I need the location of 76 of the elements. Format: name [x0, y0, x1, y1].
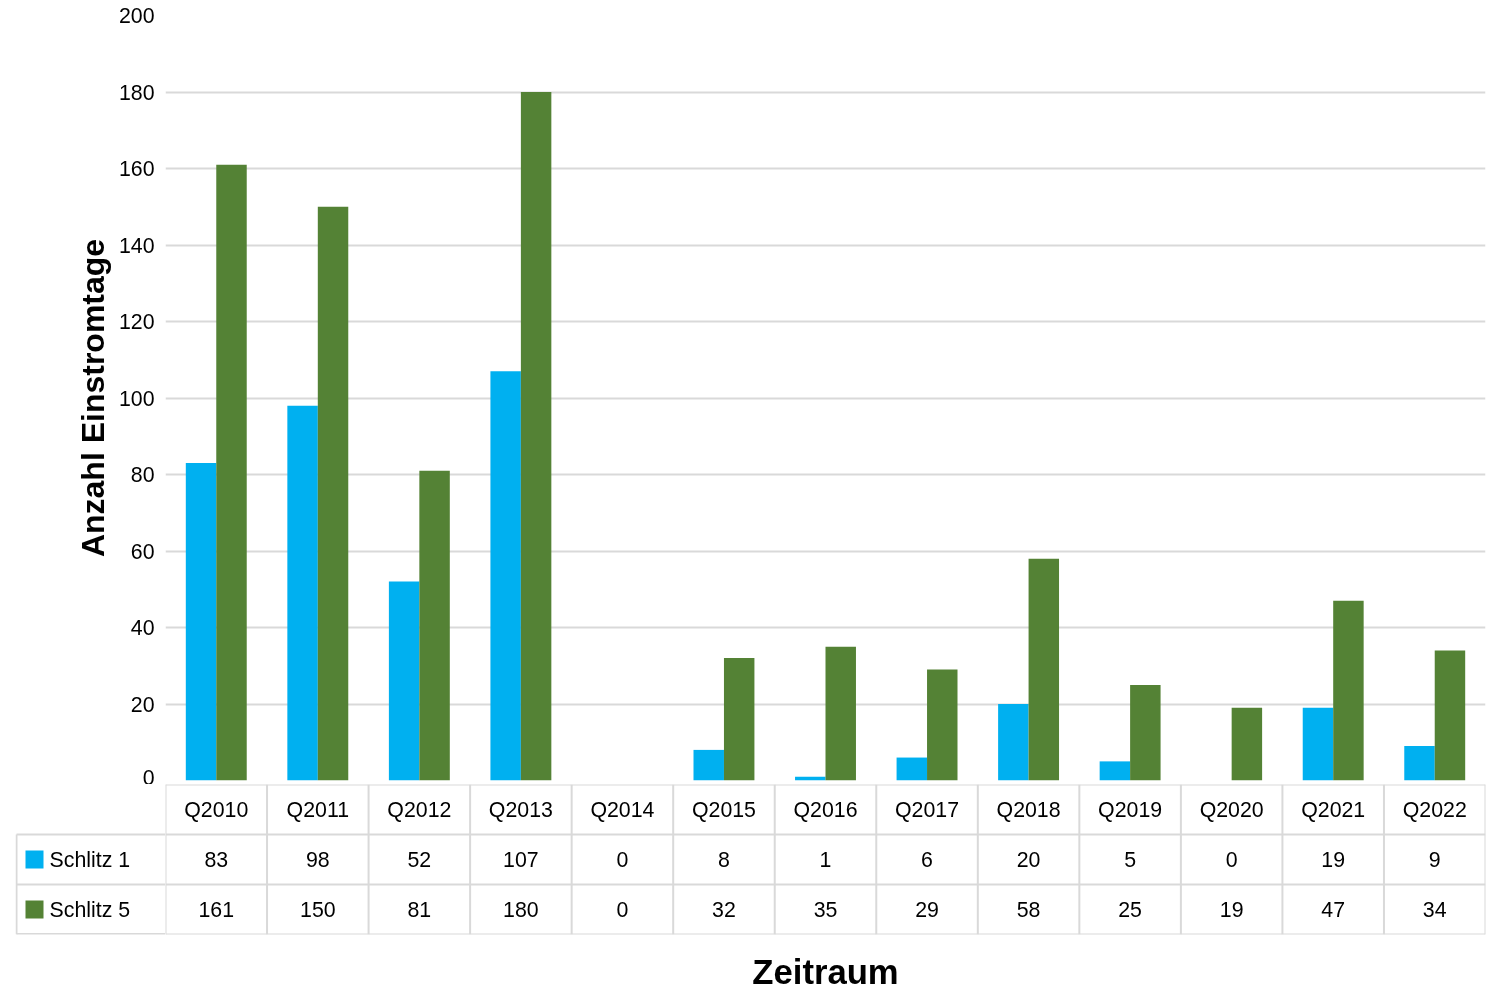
data-label: 180 — [503, 898, 539, 922]
data-label: 35 — [813, 898, 838, 922]
x-tick-label: Q2011 — [286, 797, 350, 822]
bar — [927, 669, 958, 781]
bar — [825, 646, 856, 781]
data-label: 19 — [1219, 898, 1244, 922]
data-label: 0 — [616, 898, 629, 922]
data-label: 98 — [305, 848, 330, 872]
bar — [1333, 600, 1364, 781]
bar — [693, 749, 724, 781]
data-label: 0 — [616, 848, 629, 872]
x-tick-label: Q2012 — [387, 797, 452, 822]
y-tick-label: 60 — [130, 539, 155, 564]
data-label: 150 — [300, 898, 336, 922]
data-label: 58 — [1016, 898, 1041, 922]
y-tick-label: 180 — [118, 80, 155, 105]
data-label: 1 — [819, 848, 832, 872]
x-tick-label: Q2018 — [996, 797, 1061, 822]
data-label: 6 — [921, 848, 933, 872]
y-tick-label: 40 — [130, 616, 155, 640]
bar — [520, 92, 552, 781]
bar — [1130, 684, 1161, 781]
x-tick-label: Q2016 — [793, 797, 858, 822]
data-label: 5 — [1124, 848, 1137, 872]
bar — [1028, 558, 1060, 781]
data-label: 19 — [1321, 848, 1346, 872]
bar — [1404, 746, 1435, 781]
y-tick-label: 120 — [118, 310, 155, 334]
data-label: 8 — [718, 848, 730, 872]
x-tick-label: Q2021 — [1301, 797, 1366, 822]
data-label: 47 — [1321, 898, 1346, 922]
y-tick-label: 160 — [118, 157, 155, 181]
data-label: 107 — [503, 848, 539, 872]
data-label: 32 — [712, 898, 736, 922]
data-label: 81 — [407, 898, 432, 922]
bar — [1231, 707, 1263, 781]
y-axis-title: Anzahl Einstromtage — [74, 238, 111, 558]
data-label: 34 — [1422, 898, 1447, 922]
data-label: 29 — [915, 898, 939, 922]
bar — [1099, 761, 1131, 781]
data-label: 52 — [407, 848, 432, 872]
x-tick-label: Q2014 — [590, 797, 655, 822]
data-label: 83 — [204, 848, 229, 872]
bar — [998, 704, 1029, 781]
bar — [1302, 707, 1334, 781]
bar — [490, 371, 521, 781]
data-label: 20 — [1016, 848, 1041, 872]
y-tick-label: 80 — [130, 463, 155, 487]
y-tick-label: 200 — [118, 4, 155, 28]
x-tick-label: Q2013 — [488, 797, 553, 822]
legend-label: Schlitz 5 — [49, 897, 131, 922]
data-label: 0 — [1225, 848, 1238, 872]
y-tick-label: 20 — [130, 692, 155, 717]
bar — [896, 757, 928, 781]
x-tick-label: Q2022 — [1402, 797, 1467, 822]
y-tick-label: 100 — [118, 386, 155, 411]
bar — [723, 658, 755, 781]
bar — [185, 463, 217, 781]
data-label: 25 — [1118, 898, 1142, 922]
bar — [317, 206, 349, 781]
bar — [216, 164, 247, 781]
x-tick-label: Q2020 — [1199, 797, 1264, 822]
bar — [287, 405, 318, 781]
x-tick-label: Q2019 — [1098, 797, 1163, 822]
y-tick-label: 140 — [118, 233, 155, 258]
x-tick-label: Q2015 — [691, 797, 756, 822]
data-label: 161 — [198, 898, 235, 922]
legend-label: Schlitz 1 — [49, 847, 131, 872]
x-axis-title: Zeitraum — [752, 952, 899, 991]
bar — [419, 470, 450, 781]
bar — [388, 581, 420, 781]
data-label: 9 — [1428, 848, 1441, 872]
x-tick-label: Q2010 — [184, 797, 249, 822]
x-tick-label: Q2017 — [895, 797, 960, 822]
y-tick-label: 0 — [142, 765, 155, 790]
bar — [1434, 650, 1466, 781]
